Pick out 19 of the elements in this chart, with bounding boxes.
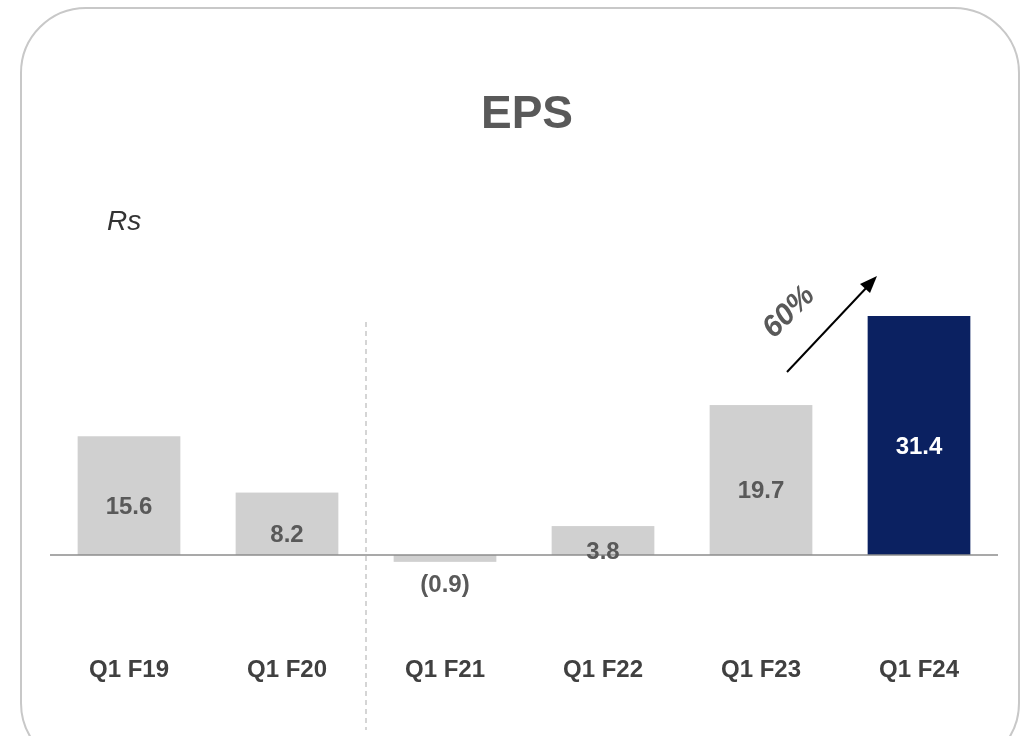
x-tick-label: Q1 F21 [404,655,486,682]
x-tick-label: Q1 F22 [562,655,644,682]
bar [235,492,339,555]
bar [77,436,181,555]
data-label: 15.6 [105,491,153,519]
x-tick-label: Q1 F20 [246,655,328,682]
annotation: 60% [754,277,821,344]
x-tick-label: Q1 F23 [720,655,802,682]
chart-title: EPS [480,86,574,138]
bar [709,405,813,555]
x-tick-label: Q1 F24 [878,655,960,682]
text: Rs [107,205,142,236]
data-label: 8.2 [270,519,304,547]
x-tick-label: Q1 F19 [88,655,170,682]
data-label: 19.7 [737,476,785,504]
bar [867,316,971,555]
data-label: 3.8 [586,536,620,564]
data-label: (0.9) [420,569,470,597]
data-label: 31.4 [895,431,943,459]
